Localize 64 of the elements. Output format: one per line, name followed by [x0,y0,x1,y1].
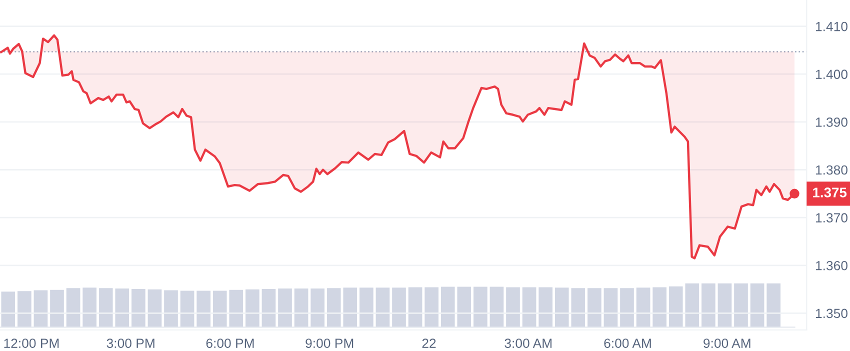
bar [196,290,210,328]
bar [718,283,732,328]
bar [538,287,552,328]
annotation: 1.375 [813,188,847,198]
bar [326,288,341,328]
y-tick-label: 1.390 [816,118,848,127]
y-tick-label: 1.380 [816,165,848,175]
x-tick-label: 3:00 AM [504,338,552,348]
bar [1,292,16,328]
bar [278,288,292,328]
x-tick-label: 6:00 PM [206,338,254,348]
bar [82,288,96,328]
bar [294,288,308,328]
bar [132,288,146,328]
y-tick-label: 1.400 [816,70,848,80]
bar [668,286,683,328]
bar [34,290,48,328]
bar [66,288,80,328]
bar [506,287,520,328]
bar [571,288,586,328]
bar [424,287,438,328]
bar [588,288,602,328]
bar [98,288,113,328]
bar [262,288,276,328]
y-tick-label: 1.350 [816,308,848,318]
x-tick-label: 3:00 PM [106,338,154,348]
x-tick-label: 22 [422,338,436,348]
bar [766,283,780,328]
bar [474,286,488,328]
bar [734,283,748,328]
bar [685,283,700,328]
bar [180,290,194,328]
bar [310,288,324,328]
y-tick-label: 1.360 [816,260,848,270]
bar [246,289,260,328]
bar [490,286,504,328]
bar [408,287,422,328]
bar [164,290,178,328]
bar [392,288,406,328]
bar [18,291,32,328]
bar [212,290,227,328]
bar [229,290,244,328]
bar [115,288,130,328]
x-tick-label: 9:00 PM [306,338,354,348]
bar [636,288,650,328]
bar [343,288,358,328]
x-tick-label: 6:00 AM [604,338,651,348]
y-tick-label: 1.410 [816,22,848,32]
bar [652,287,666,328]
bar [522,287,536,328]
bar [457,286,472,328]
bar [50,290,64,328]
bar [360,288,374,328]
x-tick-label: 9:00 AM [704,338,750,348]
bar [554,288,569,328]
bar [750,283,764,328]
bar [604,288,618,328]
x-tick-label: 12:00 PM [4,338,59,348]
bar [702,283,716,328]
bar [440,286,455,328]
y-tick-label: 1.370 [816,213,848,222]
bar [376,288,390,328]
bar [620,288,634,328]
bar [148,289,162,328]
